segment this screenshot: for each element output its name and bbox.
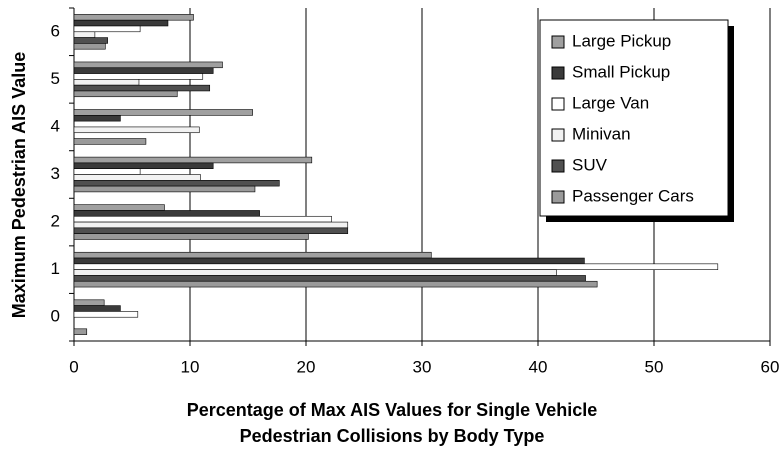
legend-label: Small Pickup (572, 62, 670, 81)
legend-label: Large Pickup (572, 31, 671, 50)
legend-label: Large Van (572, 93, 649, 112)
legend (539, 19, 729, 217)
bar (73, 275, 586, 282)
bar (73, 19, 169, 27)
legend-label: SUV (572, 155, 608, 174)
y-tick-label: 1 (51, 259, 60, 278)
legend-swatch (551, 35, 565, 49)
y-axis-label: Maximum Pedestrian AIS Value (9, 52, 29, 318)
bar (73, 185, 256, 193)
legend-swatch (551, 66, 565, 80)
bar (73, 280, 598, 288)
bar (73, 210, 260, 217)
x-axis-label: Percentage of Max AIS Values for Single … (187, 400, 597, 420)
bar (73, 67, 214, 74)
bar (73, 305, 121, 312)
x-tick-label: 20 (297, 357, 316, 376)
x-tick-label: 30 (413, 357, 432, 376)
bar (73, 168, 141, 175)
bar (73, 162, 214, 169)
bar (73, 204, 165, 211)
bar (73, 227, 349, 234)
bar (73, 215, 332, 223)
bar (73, 14, 194, 21)
bar (73, 263, 719, 270)
bar (73, 233, 309, 240)
bar (73, 90, 178, 98)
y-tick-label: 3 (51, 164, 60, 183)
legend-swatch (551, 128, 565, 142)
bar (73, 221, 349, 229)
y-tick-label: 0 (51, 307, 60, 326)
x-tick-label: 0 (69, 357, 78, 376)
legend-label: Passenger Cars (572, 186, 694, 205)
bar (73, 126, 200, 134)
bar (73, 31, 96, 38)
y-tick-label: 2 (51, 212, 60, 231)
x-tick-label: 50 (645, 357, 664, 376)
bar (73, 138, 147, 145)
legend-swatch (551, 159, 565, 173)
bar (73, 61, 223, 69)
bar (73, 79, 140, 86)
bar (73, 174, 201, 181)
bar (73, 269, 557, 276)
bar (73, 115, 121, 122)
y-tick-label: 5 (51, 69, 60, 88)
bar (73, 299, 105, 306)
x-axis-label: Pedestrian Collisions by Body Type (240, 426, 545, 446)
bar (73, 311, 139, 318)
legend-label: Minivan (572, 124, 631, 143)
x-tick-label: 60 (761, 357, 780, 376)
y-tick-label: 6 (51, 21, 60, 40)
bar (73, 84, 211, 92)
bar (73, 251, 432, 259)
bar (73, 25, 141, 33)
bar (73, 109, 253, 116)
bar (73, 328, 88, 335)
bar (73, 73, 204, 80)
x-tick-label: 10 (181, 357, 200, 376)
y-tick-label: 4 (51, 116, 60, 135)
x-tick-label: 40 (529, 357, 548, 376)
bar (73, 180, 280, 187)
bar (73, 257, 585, 265)
bar (73, 43, 106, 50)
legend-swatch (551, 190, 565, 204)
bar (73, 37, 108, 44)
legend-swatch (551, 97, 565, 111)
bar (73, 156, 313, 164)
